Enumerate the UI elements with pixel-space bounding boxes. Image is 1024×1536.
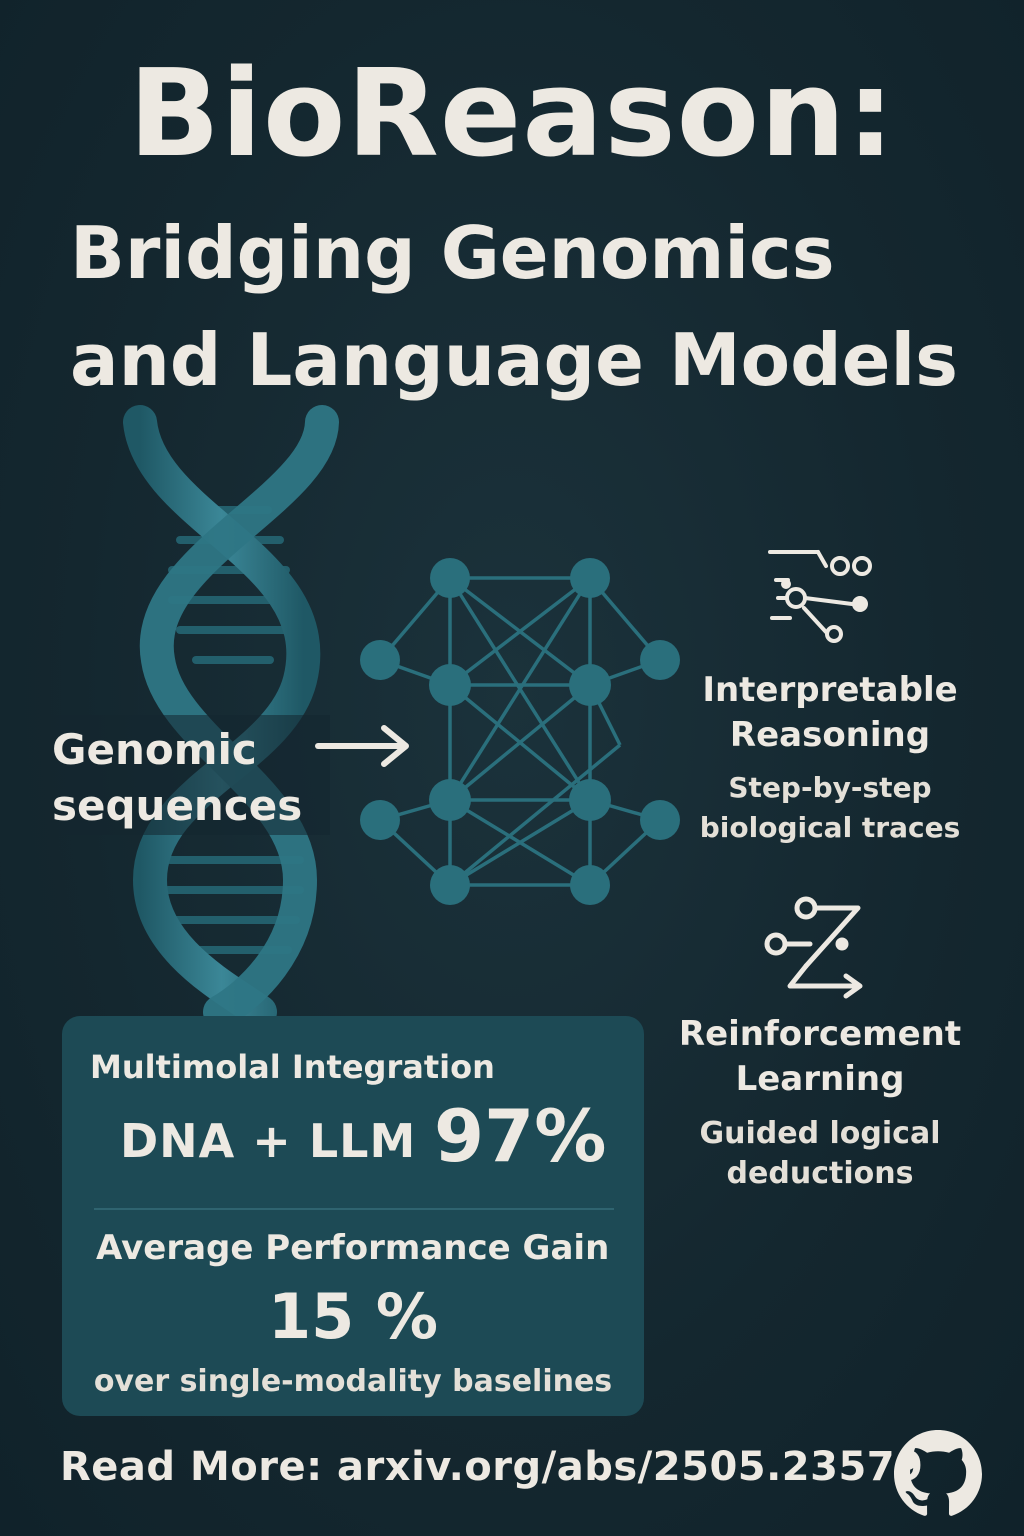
- feature-description-line: Step-by-step: [728, 771, 932, 804]
- dna-helix-icon: [40, 405, 339, 1029]
- feature-description-line: Guided logical: [699, 1116, 941, 1151]
- genomic-sequences-label: Genomic sequences: [52, 722, 302, 834]
- zigzag-path-arrow-icon: [764, 896, 863, 999]
- integration-value: DNA + LLM: [120, 1114, 417, 1168]
- feature-interpretable-reasoning: Interpretable Reasoning Step-by-step bio…: [680, 668, 980, 848]
- feature-title: Interpretable: [702, 670, 958, 710]
- main-title: BioReason:: [128, 45, 896, 184]
- github-icon[interactable]: [894, 1430, 982, 1518]
- input-label-line-2: sequences: [52, 781, 303, 830]
- subtitle-line-1: Bridging Genomics: [70, 211, 835, 295]
- feature-description-line: biological traces: [699, 811, 961, 844]
- input-label-line-1: Genomic: [52, 725, 257, 774]
- arrow-right-icon: [315, 725, 409, 767]
- gain-percent: 15 %: [268, 1280, 438, 1353]
- feature-description: Step-by-step biological traces: [680, 768, 980, 848]
- stats-card: Multimolal Integration DNA + LLM 97% Ave…: [62, 1016, 644, 1416]
- gain-title: Average Performance Gain: [96, 1228, 610, 1268]
- feature-description: Guided logical deductions: [660, 1114, 980, 1194]
- card-divider: [94, 1208, 614, 1210]
- integration-percent: 97%: [434, 1094, 607, 1178]
- integration-title: Multimolal Integration: [90, 1048, 495, 1086]
- subtitle-line-2: and Language Models: [70, 318, 959, 402]
- feature-description-line: deductions: [726, 1156, 914, 1191]
- branching-nodes-icon: [768, 550, 872, 643]
- read-more-link[interactable]: Read More: arxiv.org/abs/2505.23579: [60, 1444, 924, 1490]
- gain-description: over single-modality baselines: [93, 1364, 613, 1399]
- feature-title: Learning: [735, 1059, 905, 1099]
- feature-title: Reasoning: [729, 715, 931, 755]
- feature-title: Reinforcement: [678, 1014, 962, 1054]
- neural-network-icon: [360, 558, 680, 905]
- feature-reinforcement-learning: Reinforcement Learning Guided logical de…: [660, 1012, 980, 1194]
